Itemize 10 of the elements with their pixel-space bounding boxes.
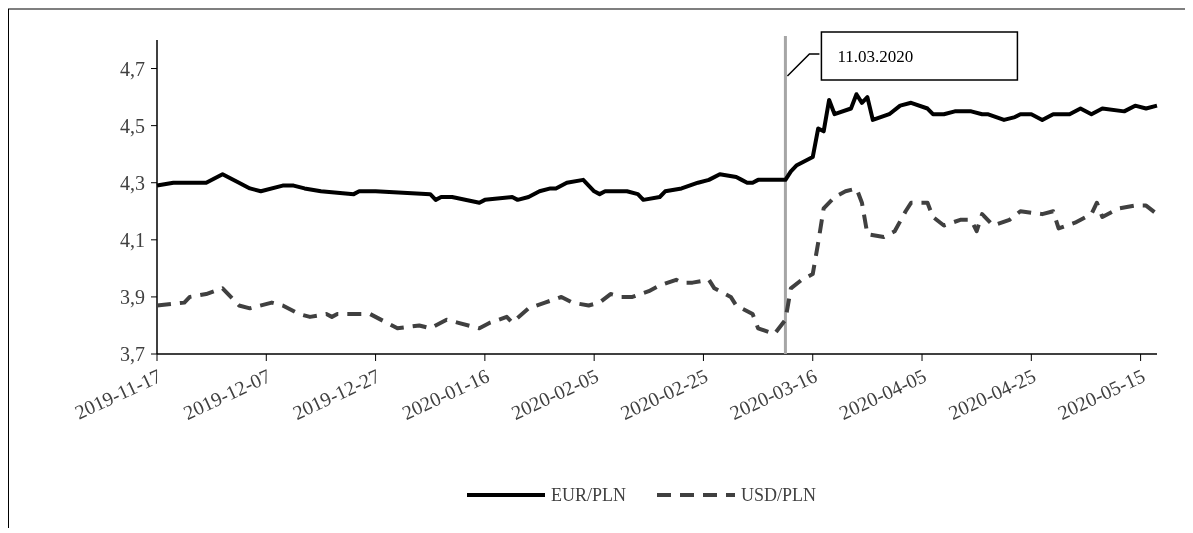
line-series [155,186,1159,337]
legend-label: EUR/PLN [551,485,627,506]
y-tick-label: 3,9 [120,285,145,308]
y-tick-label: 4,3 [120,171,145,194]
legend-label: USD/PLN [741,485,817,506]
y-tick-label: 3,7 [120,343,145,365]
y-tick-label: 4,1 [120,228,145,251]
y-tick-label: 4,7 [120,57,145,80]
y-tick-label: 4,5 [120,114,145,137]
ref-line-label: 11.03.2020 [837,46,914,66]
